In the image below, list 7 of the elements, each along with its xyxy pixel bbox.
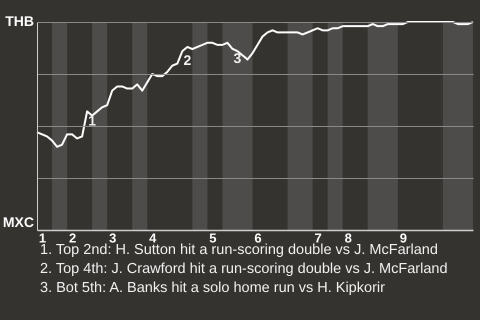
text: MXC [2,214,34,230]
text: 2. Top 4th: J. Crawford hit a run-scoring double vs J. McFarland [40,260,448,279]
annotation: 2 [183,52,192,68]
annotation: 1 [88,112,96,128]
text: THB [5,13,34,29]
annotation: 3 [234,50,242,66]
text: 3. Bot 5th: A. Banks hit a solo home run vs H. Kipkorir [40,279,386,298]
